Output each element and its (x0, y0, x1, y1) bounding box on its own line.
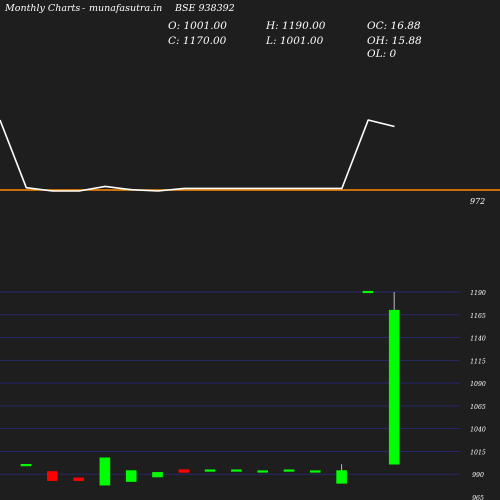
candle-body (125, 470, 137, 482)
ol-value: OL: 0 (367, 48, 397, 60)
price-line (0, 119, 395, 192)
y-tick-label: 1190 (470, 290, 486, 297)
y-tick-label: 1015 (470, 449, 486, 456)
candle-body (231, 469, 242, 472)
line-panel: 972 (0, 119, 500, 206)
site-title: Monthly Charts (5, 3, 81, 14)
candle-body (388, 309, 400, 465)
candle-panel: 1190 1165 1140 1115 1090 1065 1040 1015 990 965 (0, 290, 486, 500)
candle-body (178, 469, 190, 473)
candle-body (257, 470, 269, 473)
candle-body (152, 472, 163, 478)
candle-body (73, 477, 84, 481)
y-tick-label: 990 (472, 472, 484, 479)
y-tick-label: 1165 (470, 313, 486, 320)
candle-body (283, 469, 295, 472)
low-value: L: 1001.00 (266, 35, 324, 47)
candle-body (309, 470, 321, 473)
reference-label: 972 (470, 197, 485, 206)
candle-body (204, 469, 216, 472)
separator: - (82, 3, 86, 14)
y-tick-label: 1115 (470, 358, 486, 365)
close-value: C: 1170.00 (168, 35, 227, 47)
candle-body (336, 470, 347, 484)
y-tick-label: 1090 (470, 381, 486, 388)
candle-body (20, 464, 32, 467)
y-tick-label: 965 (472, 495, 484, 500)
high-value: H: 1190.00 (266, 20, 326, 32)
candle-body (99, 457, 111, 486)
oc-value: OC: 16.88 (367, 20, 421, 32)
oh-value: OH: 15.88 (367, 35, 422, 47)
y-tick-label: 1040 (470, 427, 486, 434)
candle-body (362, 290, 374, 294)
site-domain: munafasutra.in (89, 3, 163, 14)
candle-body (46, 471, 58, 481)
y-tick-label: 1140 (470, 336, 486, 343)
open-value: O: 1001.00 (168, 20, 227, 32)
y-tick-label: 1065 (470, 404, 486, 411)
symbol-label: BSE 938392 (175, 3, 235, 14)
